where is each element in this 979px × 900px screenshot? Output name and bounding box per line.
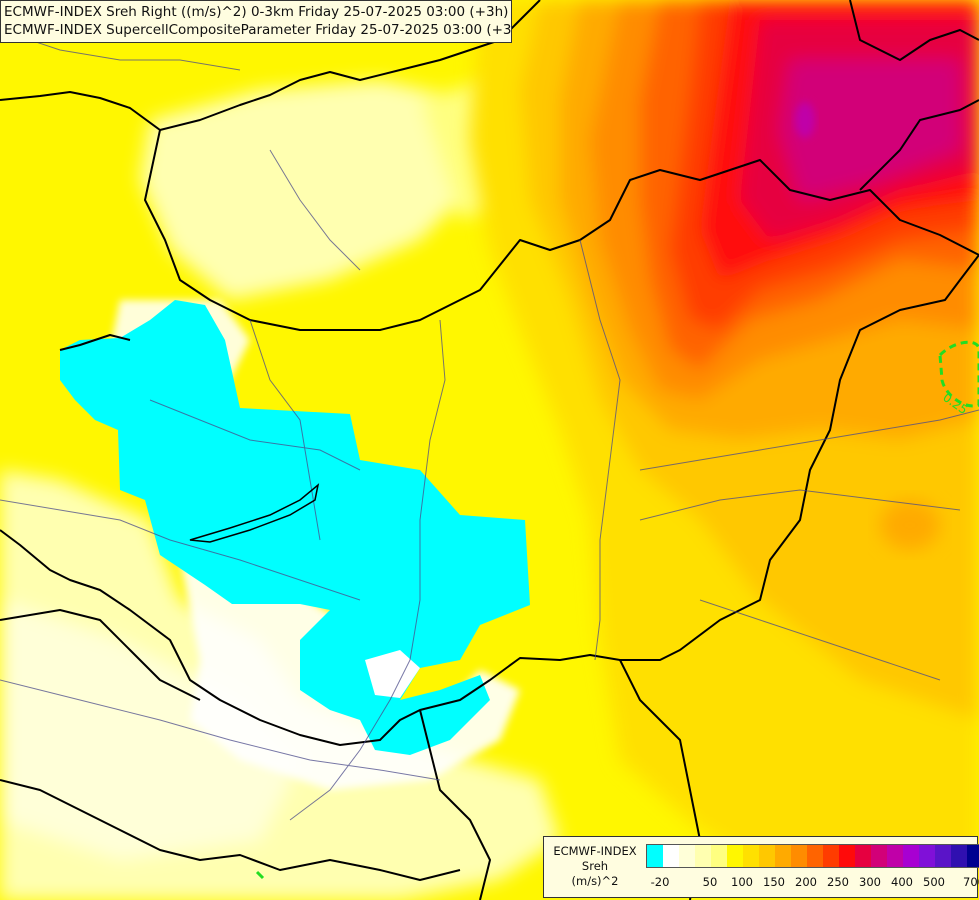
legend-swatch xyxy=(759,845,775,867)
legend-swatch xyxy=(679,845,695,867)
legend-tick-label: -20 xyxy=(650,875,670,889)
legend-tick-label: 500 xyxy=(923,875,945,889)
legend-swatch xyxy=(967,845,979,867)
legend-swatch xyxy=(919,845,935,867)
legend-title: ECMWF-INDEX Sreh (m/s)^2 xyxy=(547,844,643,889)
legend-tick-label: 250 xyxy=(827,875,849,889)
legend-tick-label: 100 xyxy=(731,875,753,889)
legend-tick-label: 700 xyxy=(963,875,979,889)
legend-swatch xyxy=(743,845,759,867)
legend-swatches xyxy=(646,844,979,868)
legend-swatch xyxy=(871,845,887,867)
legend-swatch xyxy=(887,845,903,867)
field-peak xyxy=(795,102,815,138)
legend-tick-label: 50 xyxy=(702,875,718,889)
legend-swatch xyxy=(807,845,823,867)
legend-swatch xyxy=(663,845,679,867)
legend-swatch xyxy=(711,845,727,867)
legend-swatch xyxy=(855,845,871,867)
field-negative xyxy=(60,300,530,755)
legend-swatch xyxy=(775,845,791,867)
legend-tick-label: 400 xyxy=(891,875,913,889)
legend-swatch xyxy=(647,845,663,867)
color-legend: ECMWF-INDEX Sreh (m/s)^2 -20 50 100 150 200 2… xyxy=(543,836,979,898)
map-header: ECMWF-INDEX Sreh Right ((m/s)^2) 0-3km F… xyxy=(0,0,512,43)
lake-outline xyxy=(189,483,320,543)
header-line-1: ECMWF-INDEX Sreh Right ((m/s)^2) 0-3km F… xyxy=(4,4,509,20)
legend-title-parameter: Sreh xyxy=(581,859,609,873)
legend-title-unit: (m/s)^2 xyxy=(571,874,619,888)
legend-tick-label: 150 xyxy=(763,875,785,889)
field-secondary-max xyxy=(880,500,940,550)
field-high-values xyxy=(470,0,979,900)
legend-swatch xyxy=(951,845,967,867)
field-negative-hole xyxy=(365,650,420,698)
legend-swatch xyxy=(839,845,855,867)
header-line-2: ECMWF-INDEX SupercellCompositeParameter … xyxy=(4,22,512,38)
legend-tick-label: 300 xyxy=(859,875,881,889)
legend-title-source: ECMWF-INDEX xyxy=(553,844,637,858)
legend-swatch xyxy=(935,845,951,867)
legend-swatch xyxy=(791,845,807,867)
legend-swatch xyxy=(695,845,711,867)
rivers xyxy=(0,29,979,821)
legend-tick-label: 200 xyxy=(795,875,817,889)
legend-swatch xyxy=(903,845,919,867)
legend-swatch xyxy=(727,845,743,867)
legend-swatch xyxy=(823,845,839,867)
scp-contour-small xyxy=(255,870,265,880)
